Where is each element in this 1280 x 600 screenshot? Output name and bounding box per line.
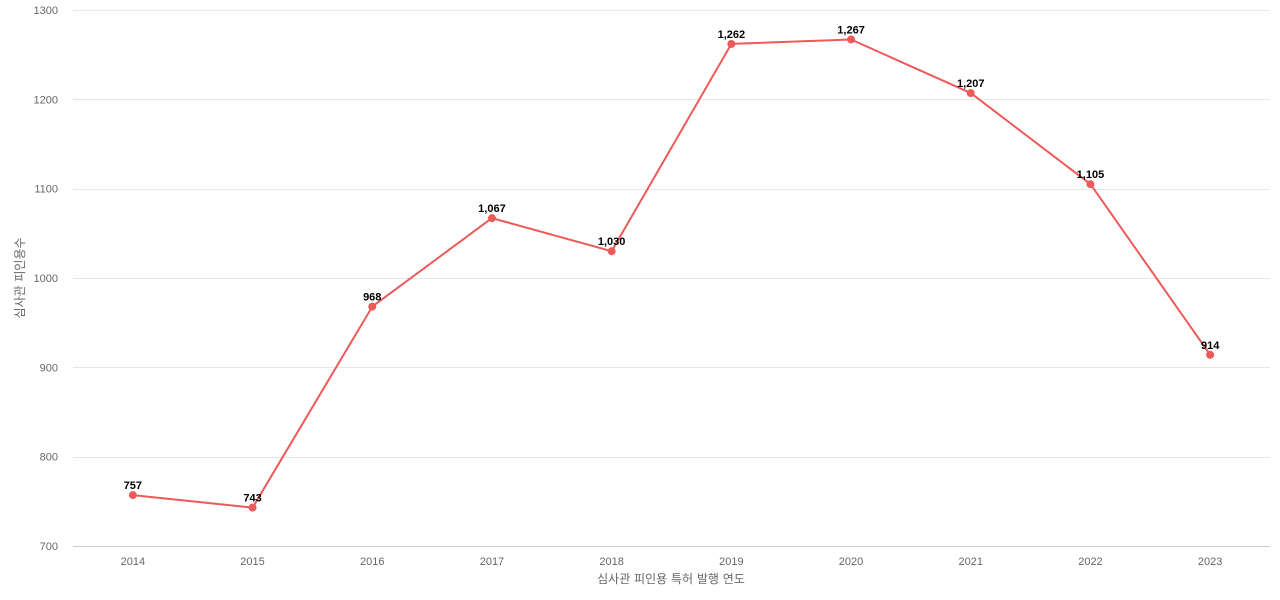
data-label: 1,030	[598, 236, 626, 248]
y-tick-label: 1000	[34, 273, 58, 285]
data-point[interactable]	[248, 503, 257, 512]
y-tick-label: 1300	[34, 5, 58, 17]
data-label: 743	[243, 493, 261, 505]
x-tick-label: 2019	[719, 556, 743, 568]
data-point[interactable]	[1086, 180, 1095, 189]
y-tick-label: 1100	[34, 184, 58, 196]
y-tick-label: 800	[40, 452, 58, 464]
data-label: 757	[124, 480, 142, 492]
y-tick-label: 700	[40, 541, 58, 553]
data-label: 1,105	[1077, 169, 1105, 181]
data-label: 1,267	[837, 24, 865, 36]
x-tick-label: 2016	[360, 556, 384, 568]
y-axis-title: 심사관 피인용수	[13, 237, 27, 318]
x-tick-label: 2023	[1198, 556, 1222, 568]
data-label: 968	[363, 292, 381, 304]
data-label: 914	[1201, 340, 1220, 352]
data-point[interactable]	[966, 89, 975, 98]
series-line	[131, 38, 1212, 509]
data-label: 1,262	[718, 29, 746, 41]
data-label: 1,067	[478, 203, 506, 215]
y-tick-label: 900	[40, 362, 58, 374]
y-tick-label: 1200	[34, 94, 58, 106]
data-point[interactable]	[1206, 350, 1215, 359]
series-layer	[128, 35, 1215, 512]
x-axis-ticks: 2014 2015 2016 2017 2018 2019 2020 2021 2022 2023	[121, 556, 1223, 568]
y-axis-ticks: 700 800 900 1000 1100 1200 1300	[34, 5, 58, 553]
x-tick-label: 2014	[121, 556, 145, 568]
data-point[interactable]	[128, 491, 137, 500]
x-tick-label: 2022	[1078, 556, 1102, 568]
x-tick-label: 2020	[839, 556, 863, 568]
x-tick-label: 2017	[480, 556, 504, 568]
x-tick-label: 2018	[599, 556, 623, 568]
data-labels: 757 743 968 1,067 1,030 1,262 1,267 1,207 1,105 9…	[124, 24, 1221, 504]
data-point[interactable]	[487, 214, 496, 223]
x-tick-label: 2021	[959, 556, 983, 568]
data-point[interactable]	[607, 247, 616, 256]
x-tick-label: 2015	[240, 556, 264, 568]
y-gridlines	[73, 10, 1270, 458]
data-point[interactable]	[847, 35, 856, 44]
x-axis-title: 심사관 피인용 특허 발행 연도	[597, 571, 745, 586]
data-point[interactable]	[368, 302, 377, 311]
data-label: 1,207	[957, 78, 985, 90]
data-point[interactable]	[727, 39, 736, 48]
